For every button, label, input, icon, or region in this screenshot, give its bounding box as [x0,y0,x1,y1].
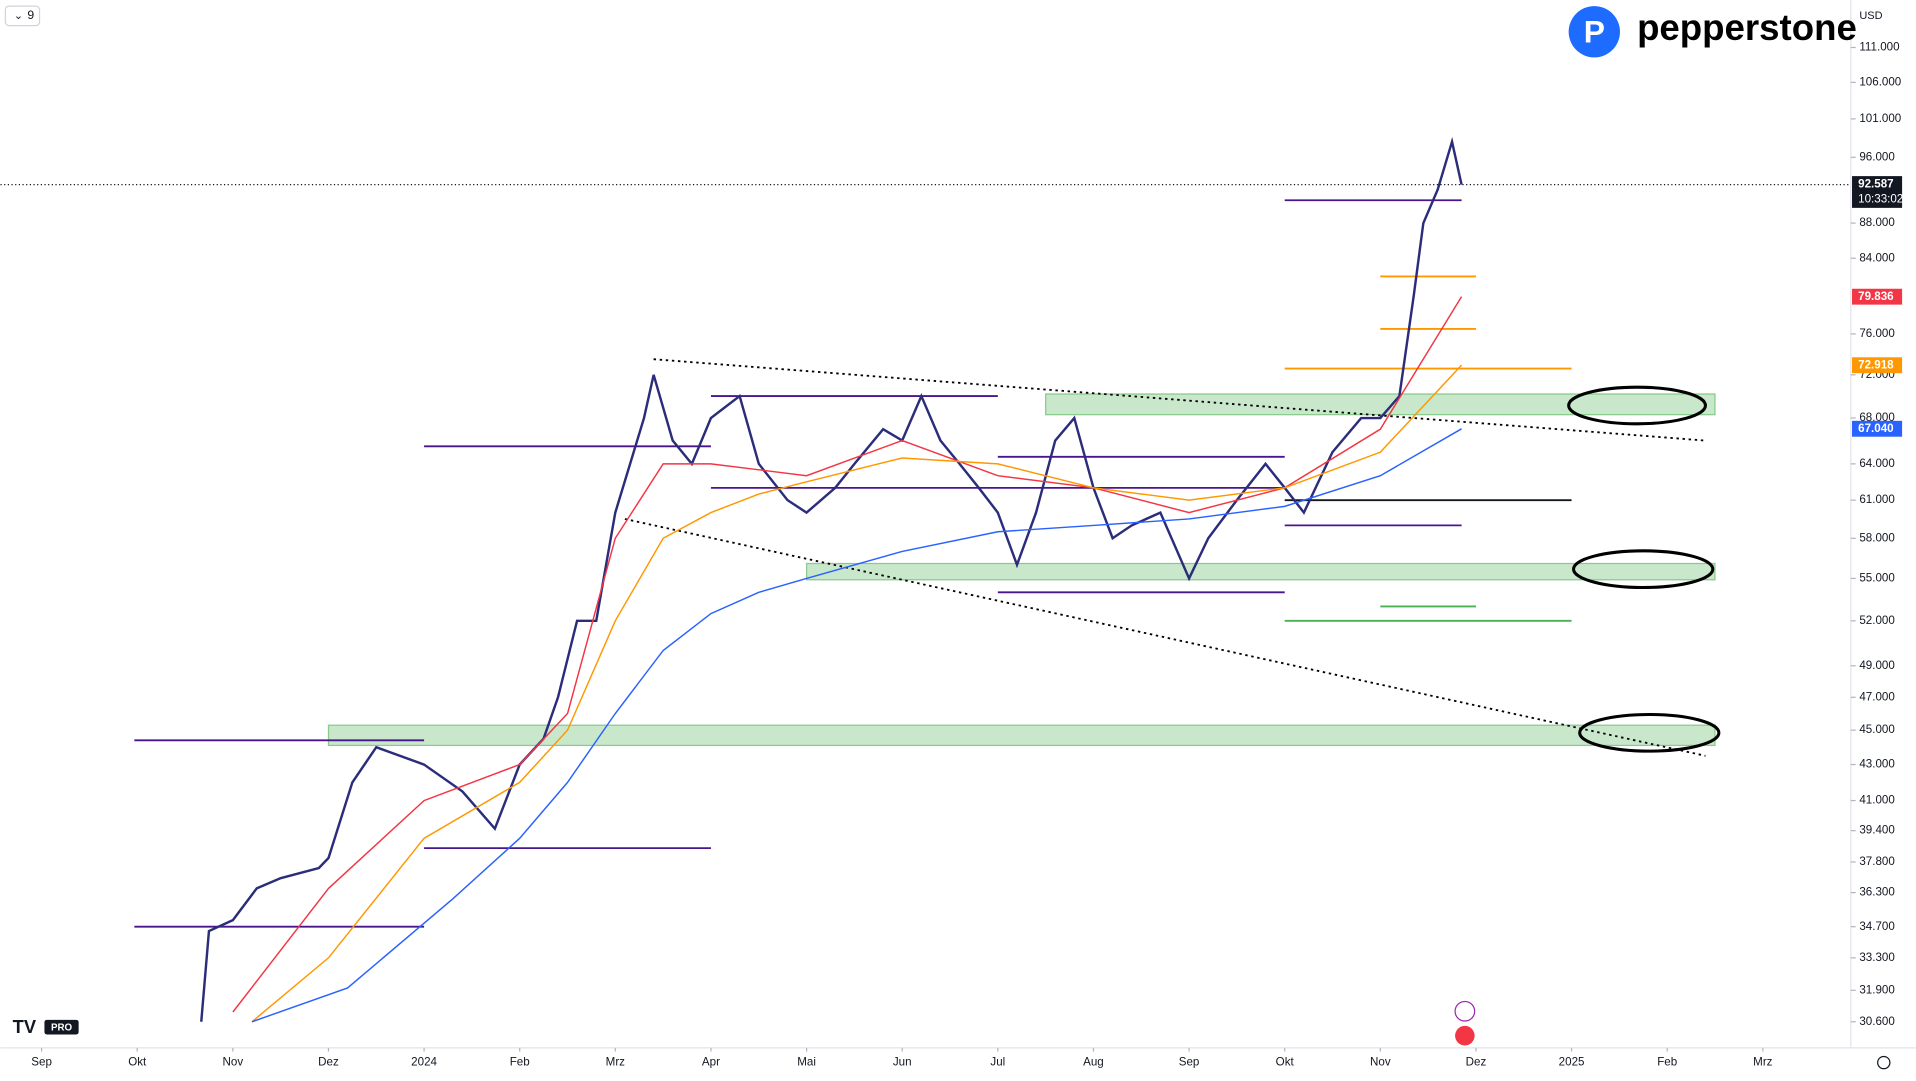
chevron: ⌄ [14,10,23,22]
highlight-ellipse [1578,712,1721,753]
x-tick-label: 2024 [411,1056,437,1069]
price-label-bg [1852,288,1903,305]
indicator-count: 9 [27,8,34,22]
price-label-bg [1852,176,1903,208]
event-icon[interactable] [1454,1000,1476,1022]
y-tick-label: 76.000 [1859,327,1894,340]
y-tick-label: 41.000 [1859,794,1894,807]
series-line [251,364,1463,1023]
highlight-ellipse [1567,385,1707,426]
pro-badge [44,1019,79,1035]
y-tick-label: 37.800 [1859,855,1894,868]
price-label-bg [1852,357,1903,374]
y-tick-label: 96.000 [1859,150,1894,163]
x-tick-label: Dez [318,1056,339,1069]
y-tick-label: 45.000 [1859,723,1894,736]
y-tick-label: 36.300 [1859,886,1894,899]
y-tick-label: 58.000 [1859,531,1894,544]
y-tick-label: 106.000 [1859,75,1901,88]
support-zone [1045,393,1716,416]
plot-area [0,136,1851,1023]
x-tick-label: Jun [893,1056,912,1069]
event-icon[interactable] [1455,1025,1475,1046]
brand-logo: P pepperstone [1568,6,1857,58]
x-tick-label: Nov [223,1056,244,1069]
y-tick-label: 61.000 [1859,493,1894,506]
indicator-toggle[interactable] [4,5,41,27]
x-tick-label: Feb [1657,1056,1677,1069]
x-tick-label: Nov [1370,1056,1391,1069]
y-tick-label: 111.000 [1859,41,1899,54]
settings-icon[interactable] [1877,1055,1891,1070]
x-tick-label: Aug [1083,1056,1104,1069]
x-tick-label: Sep [1179,1056,1200,1069]
y-tick-label: 31.900 [1859,983,1894,996]
logo-letter: P [1584,14,1605,50]
highlight-ellipse [1572,549,1715,589]
price-label: 72.918 [1858,358,1894,371]
currency: USD [1859,10,1882,22]
x-tick-label: Apr [702,1056,720,1069]
brand-name: pepperstone [1637,7,1857,48]
y-tick-label: 30.600 [1859,1015,1894,1028]
x-tick-label: Mai [797,1056,816,1069]
trendline [653,358,1706,442]
y-tick-label: 88.000 [1859,216,1894,229]
price-label: 79.836 [1858,290,1894,303]
price-label-bg [1852,420,1903,437]
x-tick-label: 2025 [1559,1056,1585,1069]
x-tick-label: Mrz [606,1056,626,1069]
y-tick-label: 55.000 [1859,572,1894,585]
x-tick-label: Mrz [1753,1056,1773,1069]
support-zone [805,562,1716,581]
tv-logo: TV [13,1016,37,1037]
y-tick-label: 39.400 [1859,824,1894,837]
y-tick-label: 84.000 [1859,251,1894,264]
series-line [251,428,1462,1023]
y-tick-label: 34.700 [1859,920,1894,933]
pro-text: PRO [51,1022,73,1033]
trendline [624,518,1706,757]
y-tick-label: 47.000 [1859,690,1894,703]
y-tick-label: 43.000 [1859,758,1894,771]
x-tick-label: Feb [510,1056,530,1069]
y-tick-label: 52.000 [1859,614,1894,627]
support-zone [327,724,1716,747]
x-tick-label: Sep [31,1056,52,1069]
price-label: 67.040 [1858,422,1893,435]
series-line [200,136,1463,1022]
x-tick-label: Okt [128,1056,147,1069]
logo-mark [1568,6,1620,58]
x-tick-label: Jul [990,1056,1005,1069]
y-tick-label: 64.000 [1859,457,1894,470]
x-tick-label: Okt [1276,1056,1295,1069]
series-line [232,296,1463,1013]
y-tick-label: 101.000 [1859,112,1901,125]
countdown: 10:33:02 [1858,192,1903,205]
y-tick-label: 49.000 [1859,659,1894,672]
x-tick-label: Dez [1466,1056,1487,1069]
y-tick-label: 33.300 [1859,951,1894,964]
price-label: 92.587 [1858,178,1893,191]
